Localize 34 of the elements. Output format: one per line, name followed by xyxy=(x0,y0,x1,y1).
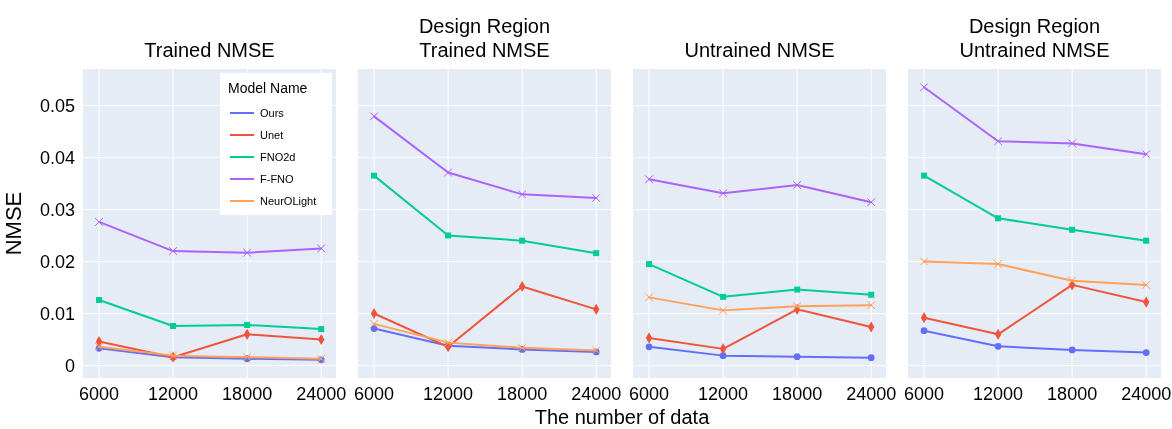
chart-title: Untrained NMSE xyxy=(684,39,835,61)
y-tick-label: 0.01 xyxy=(39,303,75,324)
y-tick-label: 0.04 xyxy=(39,147,75,168)
y-tick-label: 0.05 xyxy=(39,95,75,116)
x-tick-label: 18000 xyxy=(497,384,548,404)
x-tick-label: 6000 xyxy=(354,384,395,404)
x-tick-label: 12000 xyxy=(698,384,749,404)
chart-title: Trained NMSE xyxy=(144,39,275,61)
x-tick-label: 18000 xyxy=(222,384,273,404)
chart-title: Design Region Untrained NMSE xyxy=(959,15,1110,61)
x-tick-label: 12000 xyxy=(423,384,474,404)
x-tick-label: 6000 xyxy=(79,384,120,404)
y-tick-label: 0.03 xyxy=(39,199,75,220)
y-tick-label: 0.02 xyxy=(39,251,75,272)
legend-title: Model Name xyxy=(228,80,308,96)
chart-title: Design Region Trained NMSE xyxy=(418,15,551,61)
x-tick-label: 6000 xyxy=(904,384,945,404)
y-tick-label: 0 xyxy=(64,355,75,376)
x-tick-label: 24000 xyxy=(296,384,347,404)
x-tick-label: 12000 xyxy=(148,384,199,404)
legend-label: Unet xyxy=(260,128,284,141)
x-tick-label: 18000 xyxy=(772,384,823,404)
x-axis-title: The number of data xyxy=(534,406,711,428)
y-axis-title: NMSE xyxy=(1,191,26,256)
legend-label: Ours xyxy=(260,106,285,119)
x-tick-label: 12000 xyxy=(973,384,1024,404)
x-tick-label: 24000 xyxy=(1121,384,1172,404)
legend-label: F-FNO xyxy=(260,172,295,185)
x-tick-label: 24000 xyxy=(846,384,897,404)
legend-label: NeurOLight xyxy=(260,194,317,207)
x-tick-label: 24000 xyxy=(571,384,622,404)
x-tick-label: 18000 xyxy=(1047,384,1098,404)
x-tick-label: 6000 xyxy=(629,384,670,404)
legend-label: FNO2d xyxy=(260,150,296,163)
